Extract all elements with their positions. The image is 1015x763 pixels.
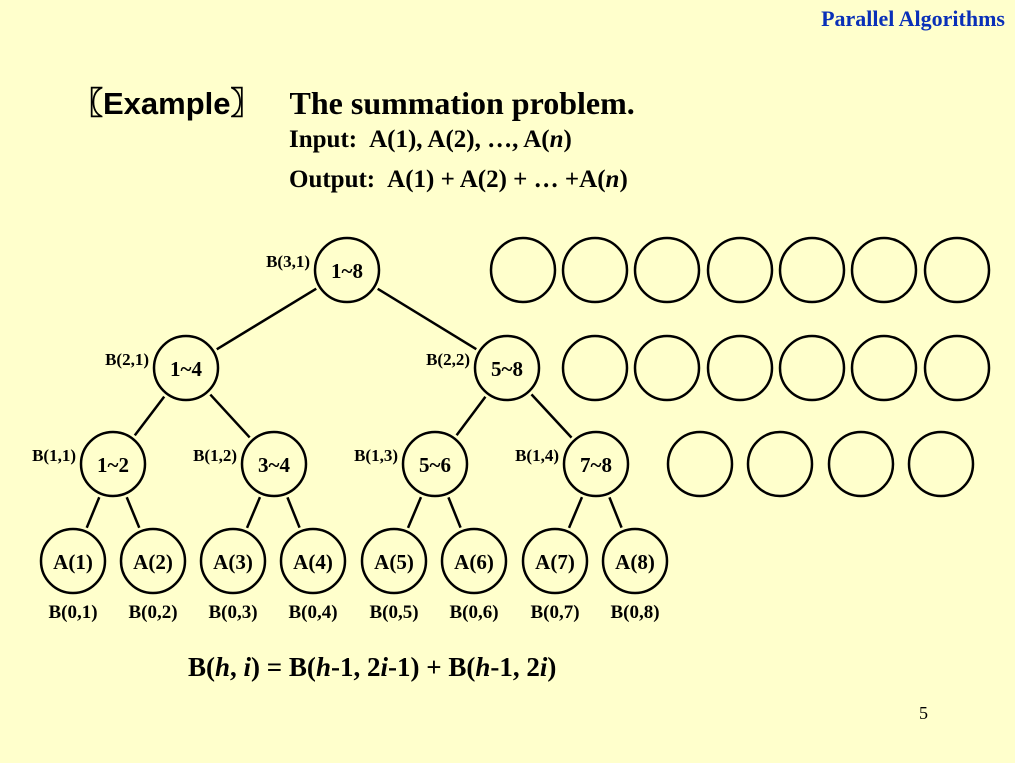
tree-node — [39, 527, 107, 595]
input-label: Input: — [289, 126, 358, 153]
tree-node-tag: B(3,1) — [266, 252, 310, 271]
tree-node — [440, 527, 508, 595]
idle-processor-circle — [850, 236, 918, 304]
tree-node — [240, 430, 308, 498]
output-label: Output: — [289, 166, 376, 193]
idle-processor-circle — [850, 334, 918, 402]
tree-node-label: 7~8 — [580, 453, 612, 477]
tree-edge — [530, 393, 573, 439]
tree-node-label: 5~8 — [491, 357, 523, 381]
tree-node-tag: B(0,2) — [128, 602, 177, 623]
tree-edge — [377, 287, 477, 351]
idle-processor-circle — [923, 334, 991, 402]
tree-node-tag: B(0,7) — [530, 602, 579, 623]
tree-edge — [209, 393, 251, 439]
example-tag: 〖Example〗 — [72, 86, 262, 121]
tree-edge — [286, 496, 301, 529]
tree-node-tag: B(1,4) — [515, 446, 559, 465]
tree-node-label: 1~8 — [331, 259, 363, 283]
tree-edge — [447, 496, 462, 529]
tree-edge — [85, 496, 101, 529]
page-number: 5 — [919, 703, 928, 723]
tree-node — [401, 430, 469, 498]
tree-node-label: A(7) — [535, 550, 575, 574]
tree-node-label: 5~6 — [419, 453, 451, 477]
tree-node-tag: B(0,8) — [610, 602, 659, 623]
tree-edge — [567, 496, 584, 529]
tree-node-tag: B(1,1) — [32, 446, 76, 465]
tree-node-label: A(6) — [454, 550, 494, 574]
tree-node — [199, 527, 267, 595]
tree-node — [313, 236, 381, 304]
idle-processor-circle — [907, 430, 975, 498]
tree-node-tag: B(0,3) — [208, 602, 257, 623]
idle-processor-circle — [827, 430, 895, 498]
tree-node-tag: B(0,6) — [449, 602, 498, 623]
tree-node-label: 1~2 — [97, 453, 129, 477]
tree-node-label: 3~4 — [258, 453, 290, 477]
tree-node — [601, 527, 669, 595]
example-title-row: 〖Example〗 The summation problem. — [72, 78, 635, 123]
tree-node — [521, 527, 589, 595]
tree-node-label: A(3) — [213, 550, 253, 574]
tree-node-label: 1~4 — [170, 357, 202, 381]
tree-edge — [216, 287, 317, 351]
tree-node-tag: B(0,4) — [288, 602, 337, 623]
tree-node — [152, 334, 220, 402]
input-line: Input: A(1), A(2), …, A(n) — [289, 126, 572, 154]
tree-edge — [406, 496, 423, 529]
recurrence-formula: B(h, i) = B(h-1, 2i-1) + B(h-1, 2i) — [188, 652, 557, 682]
tree-node — [119, 527, 187, 595]
idle-processor-circle — [666, 430, 734, 498]
idle-processor-circle — [706, 334, 774, 402]
tree-node — [360, 527, 428, 595]
idle-processor-circle — [561, 236, 629, 304]
tree-edge — [455, 396, 487, 436]
header-title: Parallel Algorithms — [821, 6, 1005, 31]
tree-node-tag: B(1,2) — [193, 446, 237, 465]
tree-node — [473, 334, 541, 402]
tree-edge — [133, 395, 166, 437]
tree-node-label: A(5) — [374, 550, 414, 574]
tree-node-tag: B(1,3) — [354, 446, 398, 465]
tree-edge — [245, 496, 262, 529]
tree-node-label: A(8) — [615, 550, 655, 574]
tree-node-label: A(4) — [293, 550, 333, 574]
idle-processor-circle — [746, 430, 814, 498]
idle-processor-circle — [778, 334, 846, 402]
tree-node-tag: B(0,5) — [369, 602, 418, 623]
tree-node-tag: B(2,2) — [426, 350, 470, 369]
idle-processor-circle — [923, 236, 991, 304]
idle-processor-circle — [633, 334, 701, 402]
idle-processor-circle — [489, 236, 557, 304]
tree-node-label: A(1) — [53, 550, 93, 574]
tree-edge — [125, 496, 141, 529]
tree-node — [562, 430, 630, 498]
idle-processor-circle — [706, 236, 774, 304]
tree-node-label: A(2) — [133, 550, 173, 574]
output-line: Output: A(1) + A(2) + … +A(n) — [289, 166, 628, 194]
output-value: A(1) + A(2) + … +A(n) — [387, 166, 628, 193]
input-value: A(1), A(2), …, A(n) — [369, 126, 572, 153]
tree-edge — [608, 496, 623, 529]
idle-processor-circle — [778, 236, 846, 304]
idle-processor-circle — [633, 236, 701, 304]
tree-node — [279, 527, 347, 595]
idle-processor-circle — [561, 334, 629, 402]
tree-node-tag: B(0,1) — [48, 602, 97, 623]
tree-node-tag: B(2,1) — [105, 350, 149, 369]
tree-node — [79, 430, 147, 498]
example-heading: The summation problem. — [289, 85, 635, 121]
